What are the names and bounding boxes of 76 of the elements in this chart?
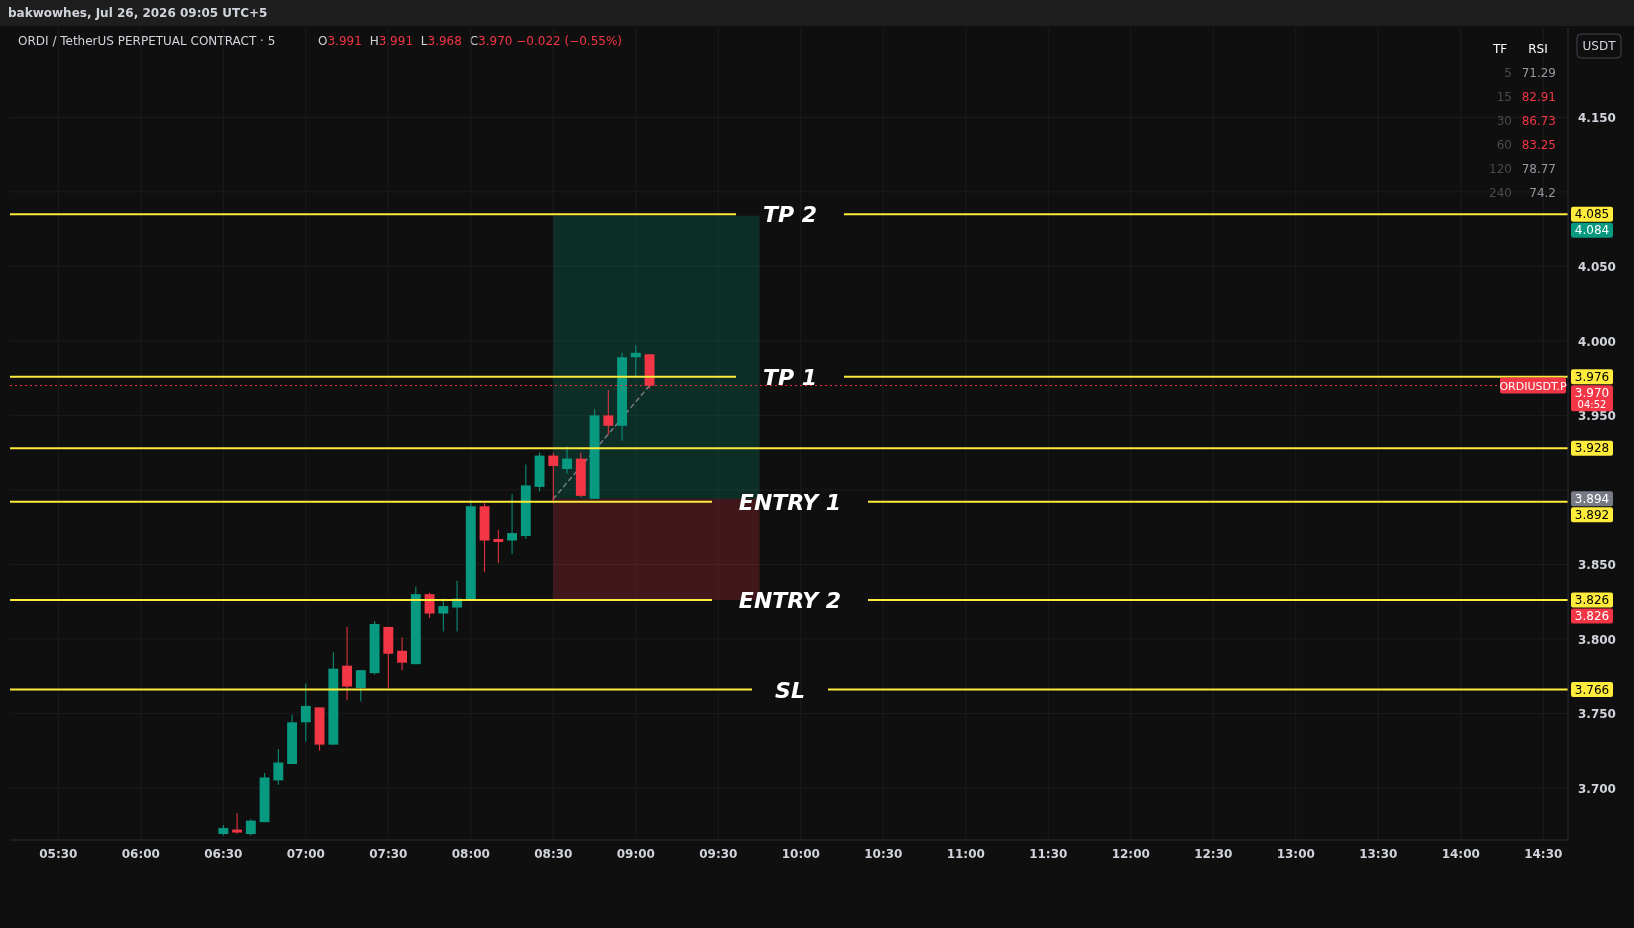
- text: 3.970: [1574, 385, 1610, 400]
- x-tick-label: 14:30: [1524, 847, 1563, 861]
- candlestick: [397, 636, 408, 671]
- text: 3.766: [1574, 682, 1610, 697]
- x-tick-label: 05:30: [39, 847, 78, 861]
- text: ORDI / TetherUS PERPETUAL CONTRACT · 5: [18, 34, 276, 48]
- x-tick-label: 11:30: [1029, 847, 1068, 861]
- candlestick: [300, 683, 311, 743]
- ref-line-label: TP 2: [762, 202, 818, 228]
- x-tick-label: 08:00: [451, 847, 490, 861]
- x-tick-label: 10:30: [864, 847, 903, 861]
- text: 3.826: [1574, 609, 1610, 624]
- candlestick: [562, 446, 572, 474]
- candlestick: [603, 389, 614, 436]
- candlestick: [342, 626, 353, 701]
- data-label: 83.25: [1521, 138, 1556, 152]
- y-tick-label: 3.850: [1578, 558, 1616, 573]
- x-tick-label: 13:30: [1359, 847, 1398, 861]
- y-axis-title: USDT: [1582, 39, 1617, 53]
- data-label: 78.77: [1521, 162, 1556, 176]
- x-tick-label: 11:00: [946, 847, 985, 861]
- y-tick-label: 3.800: [1578, 632, 1616, 647]
- candlestick: [630, 344, 641, 379]
- x-tick-label: 09:30: [699, 847, 738, 861]
- data-label: 71.29: [1521, 66, 1556, 80]
- candlestick: [507, 493, 518, 555]
- x-tick-label: 08:30: [534, 847, 573, 861]
- y-tick-label: 3.950: [1578, 409, 1616, 424]
- x-tick-label: 06:30: [204, 847, 243, 861]
- x-tick-label: 12:00: [1111, 847, 1150, 861]
- x-tick-label: 09:00: [616, 847, 655, 861]
- text: 4.084: [1574, 223, 1610, 238]
- ref-line-label: ORDIUSDT.P: [1499, 379, 1567, 393]
- ref-line-label: SL: [775, 677, 805, 703]
- candlestick: [355, 669, 366, 702]
- candlestick: [273, 748, 284, 786]
- y-tick-label: 3.700: [1578, 781, 1616, 796]
- data-label: 86.73: [1521, 114, 1556, 128]
- text: 3.894: [1574, 491, 1610, 506]
- x-tick-label: 13:00: [1276, 847, 1315, 861]
- category-label: 120: [1489, 162, 1512, 176]
- y-tick-label: 3.750: [1578, 707, 1616, 722]
- x-tick-label: 07:00: [286, 847, 325, 861]
- text: TF: [1491, 42, 1508, 56]
- y-tick-label: 4.000: [1578, 334, 1616, 349]
- text: O3.991 H3.991 L3.968 C3.970 −0.022 (−0.55%): [318, 34, 623, 48]
- data-label: 82.91: [1521, 90, 1556, 104]
- text: 3.976: [1574, 369, 1610, 384]
- candlestick: [232, 812, 243, 835]
- ref-line-label: ENTRY 1: [738, 489, 842, 515]
- category-label: 60: [1496, 138, 1512, 152]
- y-tick-label: 4.150: [1578, 111, 1616, 126]
- candlestick: [438, 598, 449, 632]
- text: 04:52: [1577, 398, 1607, 410]
- x-tick-label: 14:00: [1441, 847, 1480, 861]
- ref-line-label: ENTRY 2: [738, 588, 842, 614]
- candlestick: [548, 452, 559, 504]
- text: RSI: [1528, 42, 1548, 56]
- text: 3.826: [1574, 593, 1610, 608]
- category-label: 30: [1496, 114, 1512, 128]
- candlestick: [424, 592, 435, 619]
- data-label: 74.2: [1529, 186, 1556, 200]
- x-tick-label: 07:30: [369, 847, 408, 861]
- text: bakwowhes, Jul 26, 2026 09:05 UTC+5: [8, 6, 268, 20]
- category-label: 15: [1496, 90, 1512, 104]
- category-label: 5: [1504, 66, 1512, 80]
- category-label: 240: [1489, 186, 1512, 200]
- y-tick-label: 4.050: [1578, 260, 1616, 275]
- x-tick-label: 06:00: [121, 847, 160, 861]
- x-tick-label: 12:30: [1194, 847, 1233, 861]
- text: 4.085: [1574, 207, 1610, 222]
- candlestick: [493, 529, 504, 564]
- ref-line-label: TP 1: [762, 364, 818, 390]
- text: 3.928: [1574, 441, 1610, 456]
- x-tick-label: 10:00: [781, 847, 820, 861]
- text: 3.892: [1574, 507, 1610, 522]
